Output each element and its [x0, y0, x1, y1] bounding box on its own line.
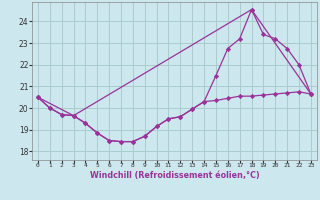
X-axis label: Windchill (Refroidissement éolien,°C): Windchill (Refroidissement éolien,°C) [90, 171, 259, 180]
